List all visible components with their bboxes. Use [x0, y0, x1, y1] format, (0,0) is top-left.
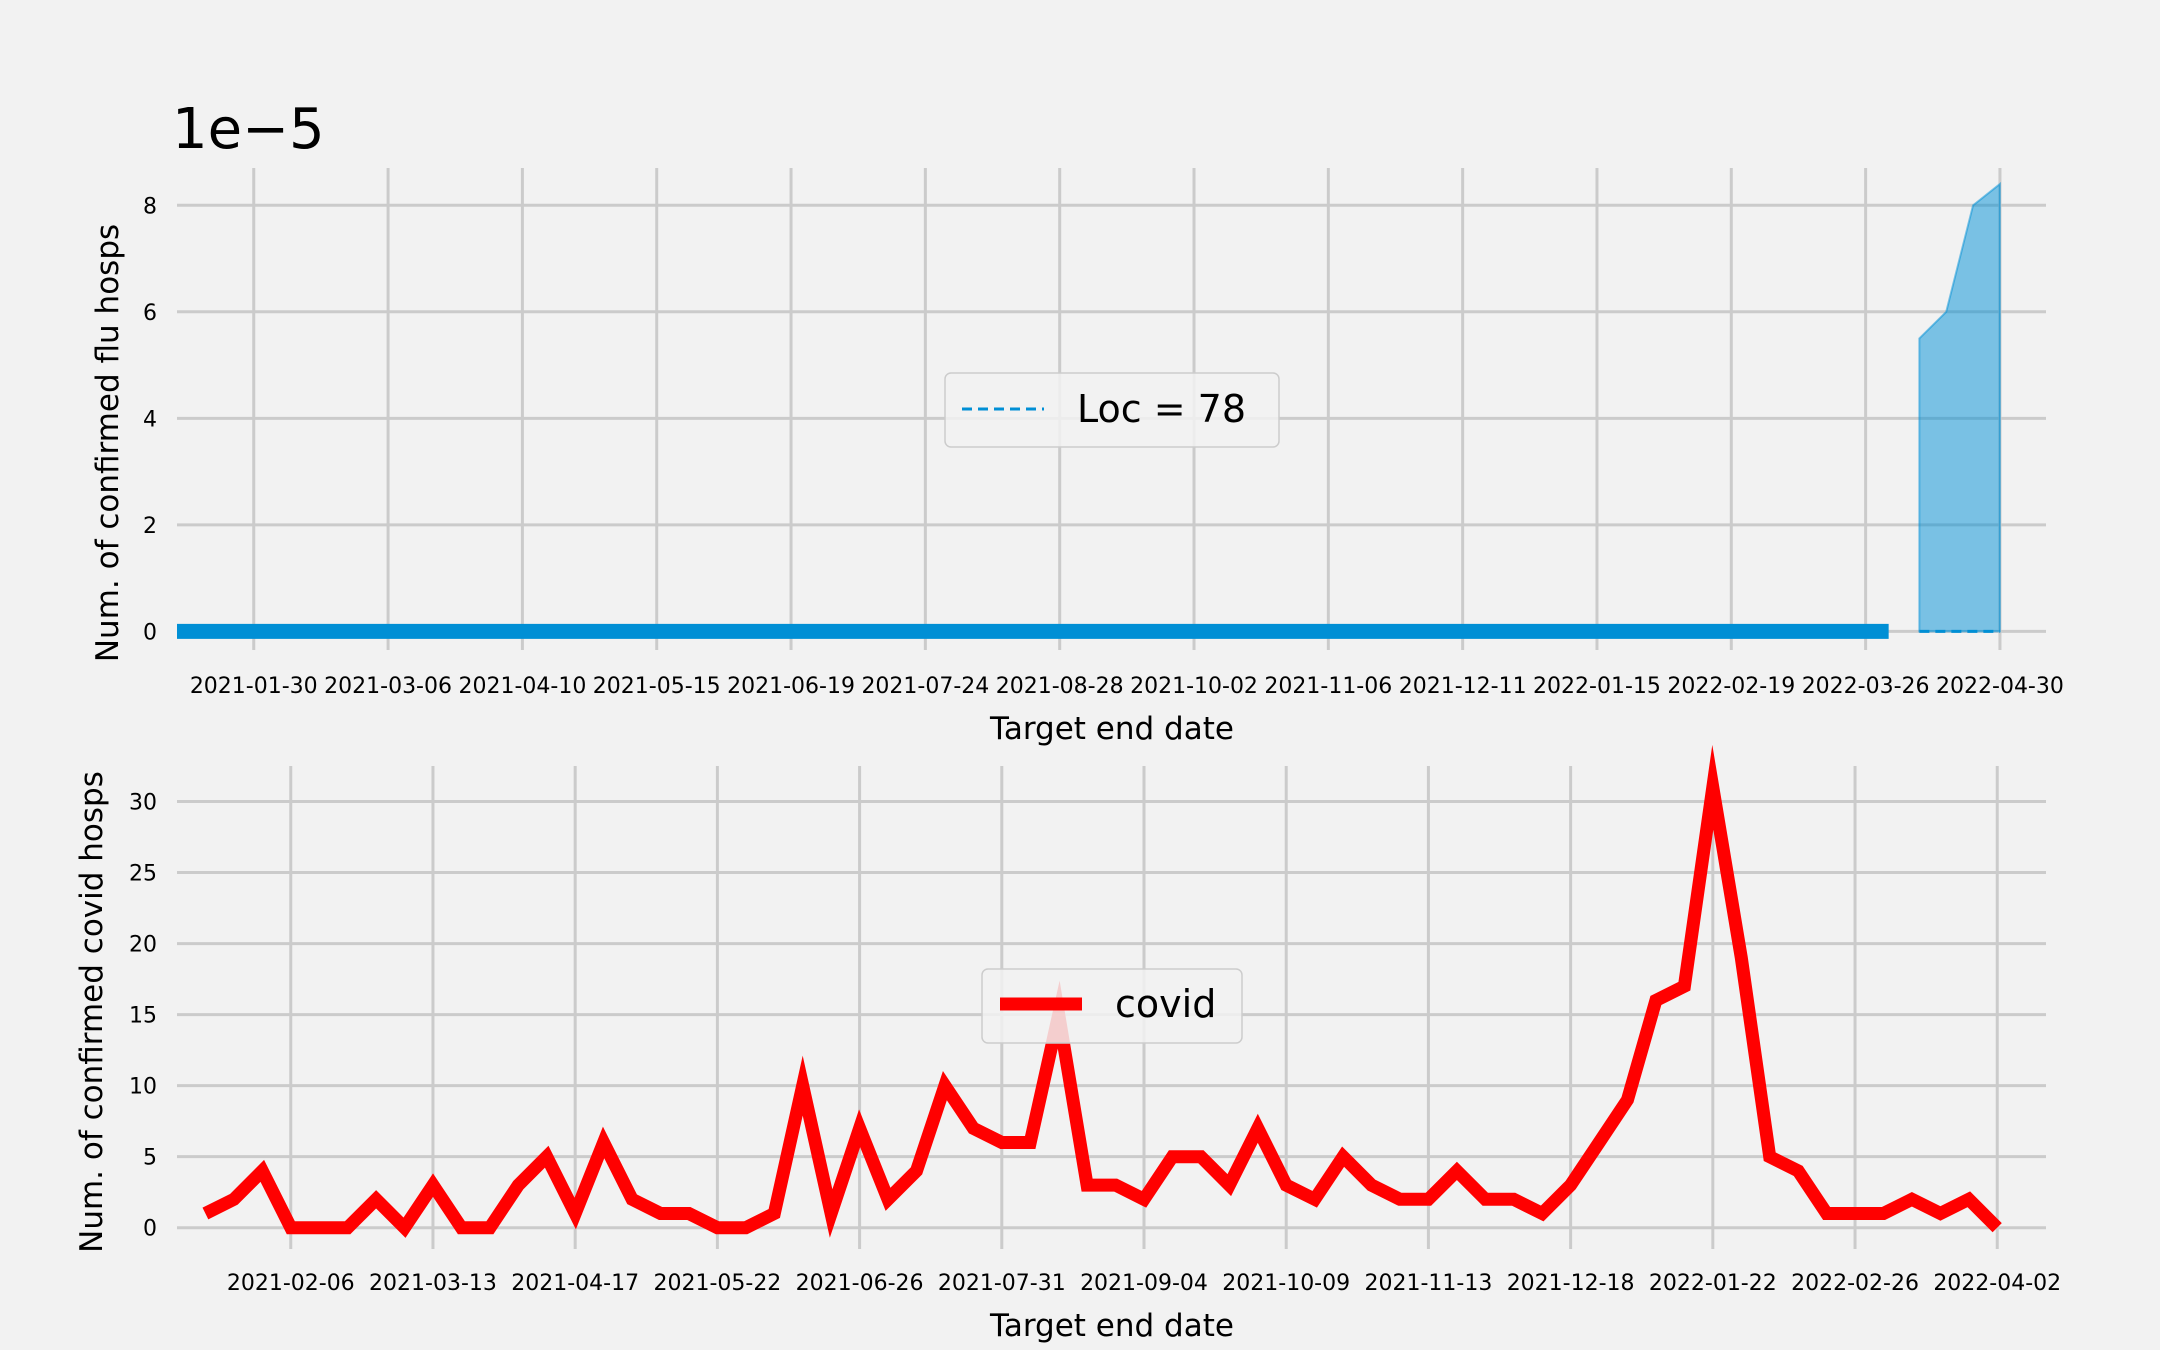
flu-x-tick-label: 2021-12-11 [1399, 674, 1527, 699]
covid-chart: 2021-02-06 2021-03-13 2021-04-17 2021-05-22… [74, 744, 2061, 1344]
flu-legend: Loc = 78 [944, 372, 1280, 448]
covid-y-axis-label: Num. of confirmed covid hosps [74, 771, 110, 1253]
flu-x-tick-label: 2021-04-10 [458, 674, 586, 699]
flu-y-scale-label: 1e−5 [172, 97, 325, 162]
flu-x-axis-label: Target end date [989, 711, 1234, 747]
flu-x-tick-label: 2021-01-30 [190, 674, 318, 699]
flu-x-tick-label: 2021-11-06 [1264, 674, 1392, 699]
covid-x-tick-label: 2021-06-26 [796, 1271, 924, 1296]
covid-y-tick-label: 30 [129, 791, 157, 816]
covid-x-axis-label: Target end date [989, 1308, 1234, 1344]
covid-x-tick-label: 2021-12-18 [1507, 1271, 1635, 1296]
flu-y-tick-label: 8 [143, 194, 157, 219]
flu-x-tick-label: 2022-03-26 [1802, 674, 1930, 699]
covid-line [202, 744, 2002, 1238]
flu-x-tick-label: 2021-07-24 [861, 674, 989, 699]
flu-series [177, 181, 2001, 639]
covid-x-tick-label: 2022-04-02 [1933, 1271, 2061, 1296]
flu-y-tick-label: 6 [143, 301, 157, 326]
flu-x-tick-label: 2021-08-28 [996, 674, 1124, 699]
flu-x-tick-label: 2021-03-06 [324, 674, 452, 699]
flu-chart: 2021-01-30 2021-03-06 2021-04-10 2021-05-15… [90, 97, 2064, 747]
covid-x-tick-label: 2021-02-06 [227, 1271, 355, 1296]
covid-legend-label: covid [1115, 982, 1216, 1026]
covid-x-tick-label: 2022-02-26 [1791, 1271, 1919, 1296]
covid-x-tick-label: 2022-01-22 [1649, 1271, 1777, 1296]
flu-x-tick-label: 2021-06-19 [727, 674, 855, 699]
flu-x-tick-label: 2021-05-15 [593, 674, 721, 699]
flu-legend-box [944, 372, 1280, 448]
covid-legend: covid [981, 968, 1243, 1044]
flu-x-tick-label: 2021-10-02 [1130, 674, 1258, 699]
covid-x-tick-label: 2021-03-13 [369, 1271, 497, 1296]
covid-y-tick-label: 15 [129, 1004, 157, 1029]
covid-tick-labels: 2021-02-06 2021-03-13 2021-04-17 2021-05-22… [129, 791, 2061, 1296]
covid-x-tick-label: 2021-04-17 [511, 1271, 639, 1296]
covid-y-tick-label: 25 [129, 862, 157, 887]
covid-x-tick-label: 2021-05-22 [653, 1271, 781, 1296]
flu-y-axis-label: Num. of confirmed flu hosps [90, 224, 126, 662]
covid-x-tick-label: 2021-11-13 [1364, 1271, 1492, 1296]
covid-x-tick-label: 2021-10-09 [1222, 1271, 1350, 1296]
covid-y-tick-label: 5 [143, 1146, 157, 1171]
flu-y-tick-label: 2 [143, 514, 157, 539]
covid-y-tick-label: 0 [143, 1217, 157, 1242]
covid-y-tick-label: 20 [129, 933, 157, 958]
flu-y-tick-label: 4 [143, 407, 157, 432]
covid-series [202, 744, 2002, 1238]
covid-x-tick-label: 2021-09-04 [1080, 1271, 1208, 1296]
flu-legend-label: Loc = 78 [1077, 387, 1246, 431]
flu-x-tick-label: 2022-01-15 [1533, 674, 1661, 699]
covid-y-tick-label: 10 [129, 1075, 157, 1100]
covid-legend-box [981, 968, 1243, 1044]
flu-x-tick-label: 2022-04-30 [1936, 674, 2064, 699]
flu-x-tick-label: 2022-02-19 [1667, 674, 1795, 699]
flu-tick-labels: 2021-01-30 2021-03-06 2021-04-10 2021-05-15… [143, 194, 2064, 699]
flu-y-tick-label: 0 [143, 620, 157, 645]
covid-x-tick-label: 2021-07-31 [938, 1271, 1066, 1296]
